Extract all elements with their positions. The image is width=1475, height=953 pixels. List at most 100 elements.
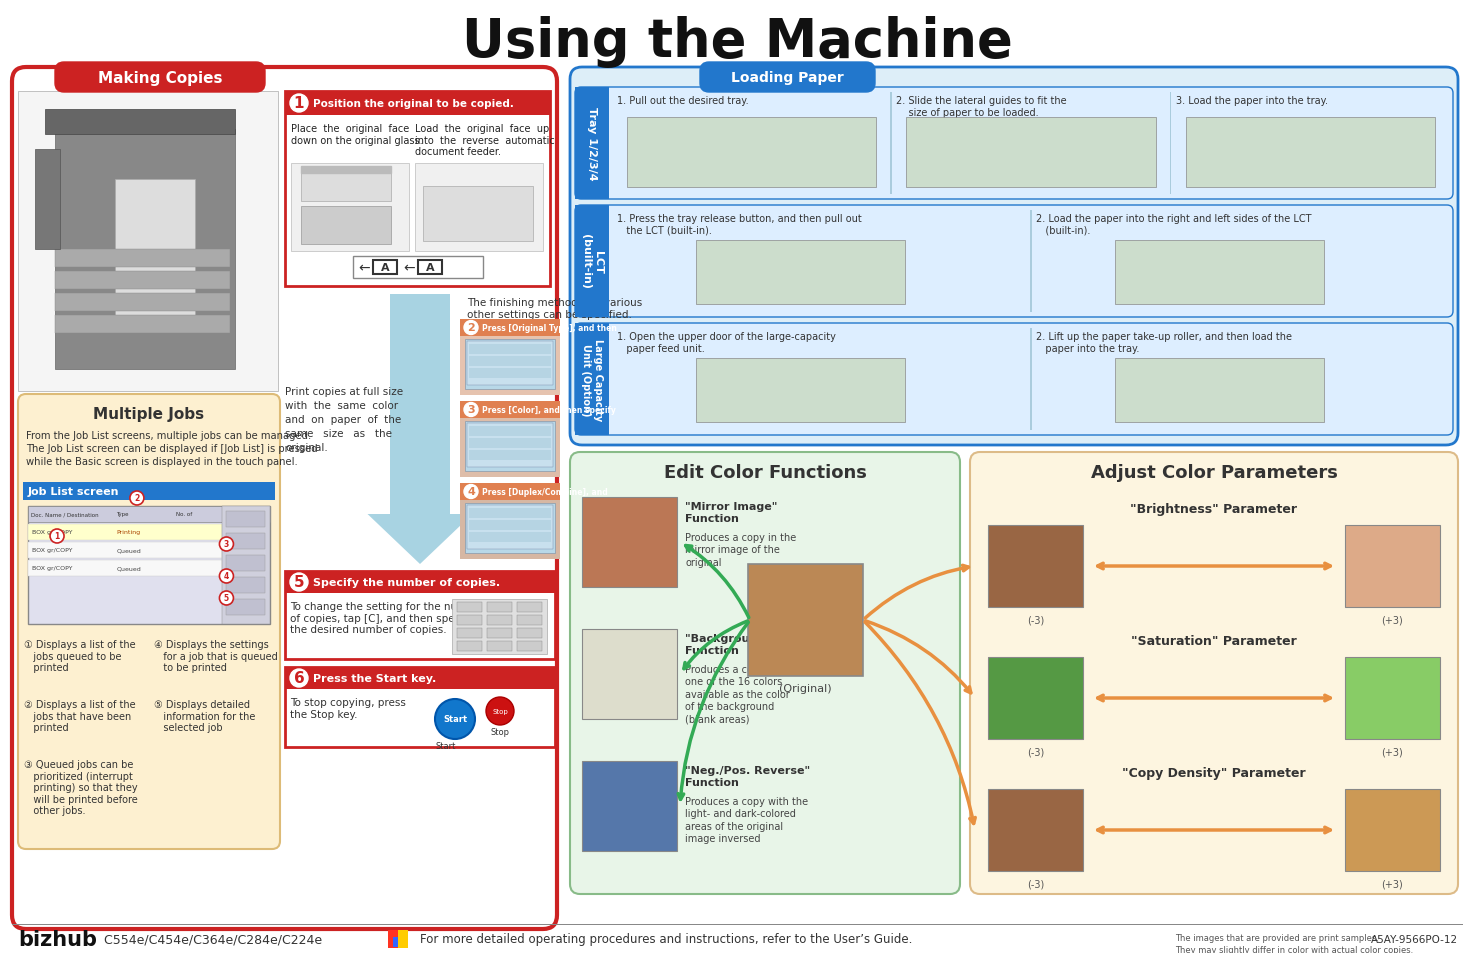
Text: BOX gr/COPY: BOX gr/COPY (32, 548, 72, 553)
Text: 1. Pull out the desired tray.: 1. Pull out the desired tray. (617, 96, 749, 106)
Text: To change the setting for the number
of copies, tap [C], and then specify
the de: To change the setting for the number of … (291, 601, 485, 635)
FancyBboxPatch shape (569, 453, 960, 894)
Bar (24, 482, 274, 500)
Circle shape (291, 669, 308, 687)
FancyBboxPatch shape (569, 68, 1457, 446)
Text: Multiple Jobs: Multiple Jobs (93, 407, 205, 422)
Bar (1115, 241, 1325, 305)
Text: (+3): (+3) (1382, 879, 1403, 889)
FancyBboxPatch shape (701, 63, 875, 92)
Text: Specify the number of copies.: Specify the number of copies. (313, 578, 500, 587)
Bar (55, 315, 230, 334)
Bar (285, 572, 555, 659)
Bar (460, 483, 560, 500)
Bar (301, 207, 391, 245)
Text: Load  the  original  face  up
into  the  reverse  automatic
document feeder.: Load the original face up into the rever… (414, 124, 555, 157)
Text: 4: 4 (224, 572, 229, 581)
Bar (457, 616, 482, 625)
Text: Loading Paper: Loading Paper (730, 71, 844, 85)
Text: C554e/C454e/C364e/C284e/C224e: C554e/C454e/C364e/C284e/C224e (100, 933, 322, 945)
Bar (115, 180, 195, 319)
Text: Start: Start (442, 715, 468, 723)
Text: Edit Color Functions: Edit Color Functions (664, 463, 866, 481)
Text: Produces a copy in the
mirror image of the
original: Produces a copy in the mirror image of t… (684, 533, 797, 567)
Bar (388, 930, 398, 948)
Text: Queued: Queued (117, 548, 142, 553)
Text: Stop: Stop (493, 708, 507, 714)
Text: (-3): (-3) (1027, 747, 1044, 758)
Bar (460, 401, 560, 477)
Circle shape (485, 698, 513, 725)
FancyBboxPatch shape (55, 63, 266, 92)
FancyBboxPatch shape (575, 324, 1453, 436)
FancyBboxPatch shape (575, 206, 1453, 317)
Bar (46, 110, 235, 135)
Bar (696, 241, 906, 305)
Text: (+3): (+3) (1382, 616, 1403, 625)
Bar (1345, 789, 1440, 871)
Bar (460, 319, 560, 336)
Bar (487, 641, 512, 651)
Text: "Background Removal"
Function: "Background Removal" Function (684, 634, 829, 655)
Text: Making Copies: Making Copies (97, 71, 223, 86)
Bar (457, 628, 482, 639)
Bar (518, 616, 541, 625)
Text: A: A (381, 263, 389, 273)
Bar (460, 319, 560, 395)
Text: Job List screen: Job List screen (28, 486, 119, 497)
Bar (627, 118, 876, 188)
Circle shape (50, 530, 63, 543)
Text: Place  the  original  face
down on the original glass.: Place the original face down on the orig… (291, 124, 423, 146)
Bar (465, 503, 555, 554)
Circle shape (291, 574, 308, 592)
Bar (285, 91, 550, 287)
Bar (28, 506, 270, 522)
Bar (487, 628, 512, 639)
Circle shape (465, 485, 478, 499)
Text: 5: 5 (294, 575, 304, 590)
Bar (28, 542, 221, 558)
Text: ⑤ Displays detailed
   information for the
   selected job: ⑤ Displays detailed information for the … (153, 700, 255, 733)
Bar (55, 250, 230, 268)
Text: Press [Duplex/Combine], and: Press [Duplex/Combine], and (482, 488, 608, 497)
Text: (Original): (Original) (779, 683, 832, 693)
Circle shape (220, 537, 233, 552)
Bar (1115, 358, 1325, 422)
Bar (465, 339, 555, 390)
Text: 2. Lift up the paper take-up roller, and then load the
   paper into the tray.: 2. Lift up the paper take-up roller, and… (1035, 332, 1292, 354)
Bar (583, 629, 677, 720)
Bar (469, 438, 552, 449)
Bar (28, 524, 221, 540)
Bar (417, 261, 442, 274)
Text: Stop: Stop (491, 727, 509, 737)
Bar (583, 497, 677, 587)
Bar (469, 509, 552, 518)
Text: Type: Type (115, 512, 128, 517)
Bar (55, 272, 230, 290)
Bar (285, 667, 555, 747)
Text: (+3): (+3) (1382, 747, 1403, 758)
Bar (55, 294, 230, 312)
Bar (575, 206, 609, 317)
Bar (518, 602, 541, 613)
Text: ④ Displays the settings
   for a job that is queued
   to be printed: ④ Displays the settings for a job that i… (153, 639, 277, 673)
Bar (988, 789, 1083, 871)
Text: A: A (426, 263, 434, 273)
Text: 1. Open the upper door of the large-capacity
   paper feed unit.: 1. Open the upper door of the large-capa… (617, 332, 836, 354)
Text: "Copy Density" Parameter: "Copy Density" Parameter (1122, 766, 1305, 780)
Text: Tray 1/2/3/4: Tray 1/2/3/4 (587, 107, 597, 181)
Text: 5: 5 (224, 594, 229, 603)
Bar (696, 358, 906, 422)
Text: The finishing method and various
other settings can be specified.: The finishing method and various other s… (468, 297, 642, 319)
Text: No. of: No. of (176, 512, 192, 517)
Circle shape (465, 403, 478, 417)
Bar (465, 421, 555, 472)
Text: 2. Load the paper into the right and left sides of the LCT
   (built-in).: 2. Load the paper into the right and lef… (1035, 213, 1311, 235)
Text: 4: 4 (468, 487, 475, 497)
Bar (1186, 118, 1435, 188)
Bar (575, 88, 609, 200)
Bar (906, 118, 1156, 188)
Bar (221, 506, 270, 624)
Text: The images that are provided are print samples.
They may slightly differ in colo: The images that are provided are print s… (1176, 933, 1413, 953)
Bar (469, 345, 552, 355)
